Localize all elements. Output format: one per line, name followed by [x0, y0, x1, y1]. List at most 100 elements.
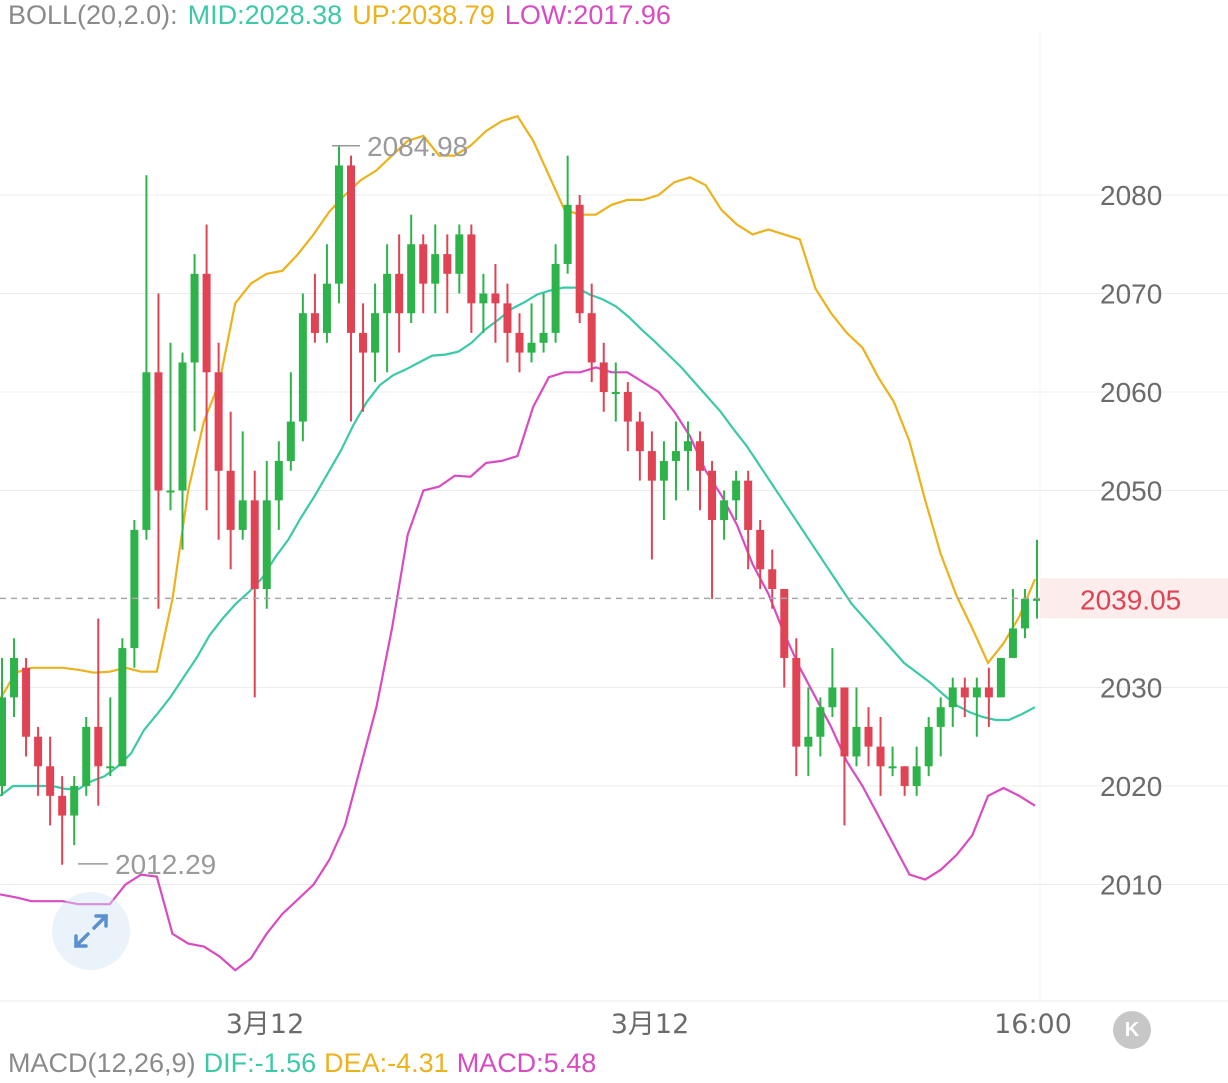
candle-body [563, 204, 572, 264]
candle-body [996, 657, 1005, 698]
candle-body [322, 283, 331, 333]
candle-body [888, 766, 897, 769]
candle-body [443, 254, 452, 274]
candle-body [984, 687, 993, 698]
candle-body [635, 421, 644, 452]
macd-label: MACD(12,26,9) [8, 1048, 196, 1078]
candle-body [154, 372, 163, 491]
candle-body [924, 726, 933, 767]
k-line-icon[interactable]: K [1113, 1011, 1151, 1049]
candle-body [359, 332, 368, 353]
candle-body [334, 165, 343, 284]
candle-body [623, 392, 632, 422]
candle-body [178, 362, 187, 491]
candle-body [274, 460, 283, 501]
expand-arrows-icon[interactable] [52, 892, 130, 970]
boll-low-value: LOW:2017.96 [504, 0, 671, 30]
candle-body [816, 707, 825, 737]
candle-body [0, 697, 6, 786]
candle-body [383, 273, 392, 314]
candle-body [467, 234, 476, 304]
candle-body [876, 746, 885, 767]
y-tick-label: 2020 [1100, 771, 1162, 802]
candle-body [527, 342, 536, 353]
candle-body [948, 687, 957, 708]
candle-body [431, 254, 440, 284]
last-price-label: 2039.05 [1080, 584, 1181, 615]
y-tick-label: 2030 [1100, 673, 1162, 704]
x-tick-label: 3月12 [226, 1009, 305, 1040]
boll-indicator-header: BOLL(20,2.0): MID:2028.38 UP:2038.79 LOW:20… [8, 0, 681, 30]
candle-body [479, 293, 488, 304]
y-tick-label: 2010 [1100, 870, 1162, 901]
candle-body [611, 392, 620, 394]
candle-body [696, 441, 705, 471]
candle-body [202, 273, 211, 373]
candle-body [34, 736, 43, 767]
candle-body [503, 303, 512, 333]
macd-indicator-header: MACD(12,26,9) DIF:-1.56 DEA:-4.31 MACD:5.48 [8, 1046, 604, 1080]
macd-dif-value: DIF:-1.56 [203, 1048, 317, 1078]
y-tick-label: 2050 [1100, 476, 1162, 507]
candle-body [804, 736, 813, 747]
last-price-tag [1040, 578, 1228, 619]
x-tick-label: 3月12 [611, 1009, 690, 1040]
candle-body [744, 480, 753, 530]
candle-body [683, 441, 692, 452]
boll-label: BOLL(20,2.0): [8, 0, 178, 30]
macd-macd-value: MACD:5.48 [456, 1048, 597, 1078]
candle-body [82, 726, 91, 786]
y-tick-label: 2070 [1100, 279, 1162, 310]
candle-body [936, 707, 945, 727]
candle-body [647, 451, 656, 481]
candle-body [262, 500, 271, 589]
candle-body [419, 244, 428, 284]
candle-body [310, 313, 319, 333]
candle-body [407, 244, 416, 314]
boll-lower-line [0, 366, 1036, 972]
y-tick-label: 2080 [1100, 180, 1162, 211]
candle-body [840, 687, 849, 757]
candle-body [214, 372, 223, 471]
candle-body [900, 766, 909, 786]
candle-body [720, 500, 729, 521]
candle-body [455, 234, 464, 274]
candle-body [58, 795, 67, 816]
candle-body [515, 332, 524, 353]
high-annotation-label: 2084.98 [367, 131, 468, 162]
candle-body [238, 500, 247, 530]
candle-body [226, 470, 235, 530]
candle-body [298, 313, 307, 422]
candle-body [539, 332, 548, 343]
candle-body [852, 726, 861, 757]
candle-body [286, 421, 295, 461]
y-tick-label: 2060 [1100, 377, 1162, 408]
candle-body [1033, 598, 1041, 601]
candle-body [828, 687, 837, 708]
candle-body [1020, 598, 1029, 629]
candle-body [864, 726, 873, 747]
boll-upper-line [0, 114, 1037, 700]
candle-body [671, 451, 680, 461]
candle-body [732, 480, 741, 501]
boll-mid-line [0, 286, 1036, 797]
candle-body [708, 470, 717, 521]
candle-body [166, 490, 175, 493]
candle-body [190, 273, 199, 363]
candle-body [792, 657, 801, 747]
candle-body [142, 372, 151, 530]
candle-body [575, 204, 584, 314]
macd-dea-value: DEA:-4.31 [324, 1048, 449, 1078]
low-annotation-label: 2012.29 [115, 849, 216, 880]
candle-body [587, 313, 596, 363]
candle-body [912, 766, 921, 786]
boll-up-value: UP:2038.79 [352, 0, 495, 30]
candle-body [780, 589, 789, 658]
candle-body [599, 362, 608, 392]
candle-body [768, 569, 777, 589]
candle-body [491, 293, 500, 304]
candle-body [250, 500, 259, 589]
candle-body [22, 667, 31, 737]
candle-body [347, 165, 356, 333]
